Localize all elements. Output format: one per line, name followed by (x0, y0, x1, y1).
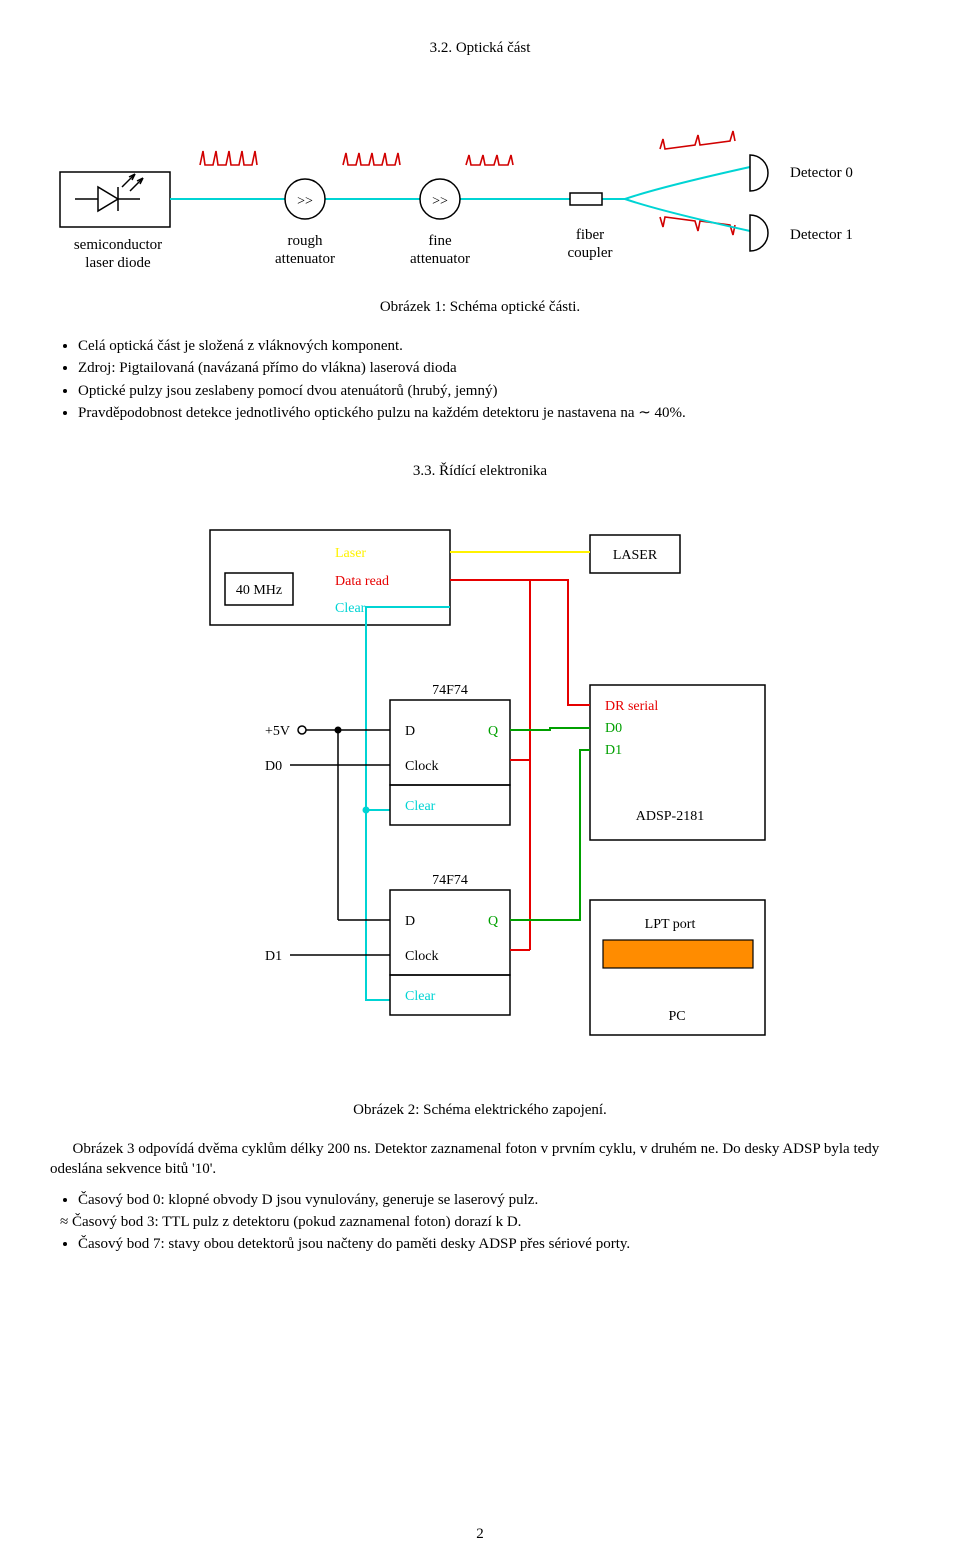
bullet-item: Časový bod 0: klopné obvody D jsou vynul… (78, 1190, 910, 1210)
label-74f74-2: 74F74 (432, 873, 468, 888)
pulse-sparse-upper-icon (660, 131, 735, 149)
figure-2-caption: Obrázek 2: Schéma elektrického zapojení. (50, 1102, 910, 1119)
label-d1-adsp: D1 (605, 743, 622, 758)
figure-1-caption: Obrázek 1: Schéma optické části. (50, 299, 910, 316)
section-title-optical: 3.2. Optická část (50, 40, 910, 57)
figure-2-electronics-schematic: 40 MHz Laser Data read Clear LASER 74F74… (50, 510, 910, 1090)
label-dr-serial: DR serial (605, 699, 658, 714)
paragraph-fig3-desc: Obrázek 3 odpovídá dvěma cyklům délky 20… (50, 1139, 910, 1180)
label-Q-2: Q (488, 914, 498, 929)
label-semiconductor: semiconductor (74, 237, 162, 253)
label-detector-1: Detector 1 (790, 227, 853, 243)
label-data-read: Data read (335, 574, 389, 589)
bullet-item: Celá optická část je složená z vláknovýc… (78, 336, 910, 356)
figure-1-optical-schematic: semiconductor laser diode >> rough atten… (50, 87, 910, 287)
pulse-train-3-icon (466, 155, 513, 165)
bullet-item-text: Časový bod 3: TTL pulz z detektoru (poku… (72, 1214, 521, 1230)
page-number: 2 (476, 1526, 484, 1543)
attenuator-symbol-1: >> (297, 194, 313, 209)
pulse-train-1-icon (200, 151, 257, 165)
label-lpt: LPT port (645, 917, 696, 932)
label-laser-diode: laser diode (85, 255, 151, 271)
label-coupler: coupler (568, 245, 613, 261)
label-detector-0: Detector 0 (790, 165, 853, 181)
attenuator-symbol-2: >> (432, 194, 448, 209)
bullet-list-optical: Celá optická část je složená z vláknovýc… (50, 336, 910, 423)
lpt-connector-icon (603, 940, 753, 968)
label-Q-1: Q (488, 724, 498, 739)
section-title-electronics: 3.3. Řídící elektronika (50, 463, 910, 480)
bullet-item: Pravděpodobnost detekce jednotlivého opt… (78, 403, 910, 423)
label-attenuator-2: attenuator (410, 251, 470, 267)
label-fine: fine (428, 233, 452, 249)
label-d1-input: D1 (265, 949, 282, 964)
label-pc: PC (668, 1009, 685, 1024)
label-clock-2: Clock (405, 949, 438, 964)
label-laser-signal: Laser (335, 546, 366, 561)
label-clock-1: Clock (405, 759, 438, 774)
label-40mhz: 40 MHz (236, 583, 282, 598)
pulse-train-2-icon (343, 153, 400, 165)
label-D-1: D (405, 724, 415, 739)
label-adsp: ADSP-2181 (636, 809, 704, 824)
bullet-item: ≈ Časový bod 3: TTL pulz z detektoru (po… (60, 1212, 910, 1232)
label-laser-box: LASER (613, 548, 658, 563)
label-clear-top: Clear (335, 601, 366, 616)
bullet-item: Časový bod 7: stavy obou detektorů jsou … (78, 1234, 910, 1254)
label-plus5v: +5V (265, 724, 290, 739)
label-d0-input: D0 (265, 759, 282, 774)
label-attenuator-1: attenuator (275, 251, 335, 267)
label-74f74-1: 74F74 (432, 683, 468, 698)
label-fiber: fiber (576, 227, 604, 243)
label-clear-ff2: Clear (405, 989, 436, 1004)
label-rough: rough (288, 233, 323, 249)
bullet-item: Optické pulzy jsou zeslabeny pomocí dvou… (78, 381, 910, 401)
bullet-item: Zdroj: Pigtailovaná (navázaná přímo do v… (78, 358, 910, 378)
label-D-2: D (405, 914, 415, 929)
label-d0-adsp: D0 (605, 721, 622, 736)
approx-symbol: ≈ (60, 1214, 72, 1230)
bullet-list-timing: Časový bod 0: klopné obvody D jsou vynul… (50, 1190, 910, 1255)
label-clear-ff1: Clear (405, 799, 436, 814)
